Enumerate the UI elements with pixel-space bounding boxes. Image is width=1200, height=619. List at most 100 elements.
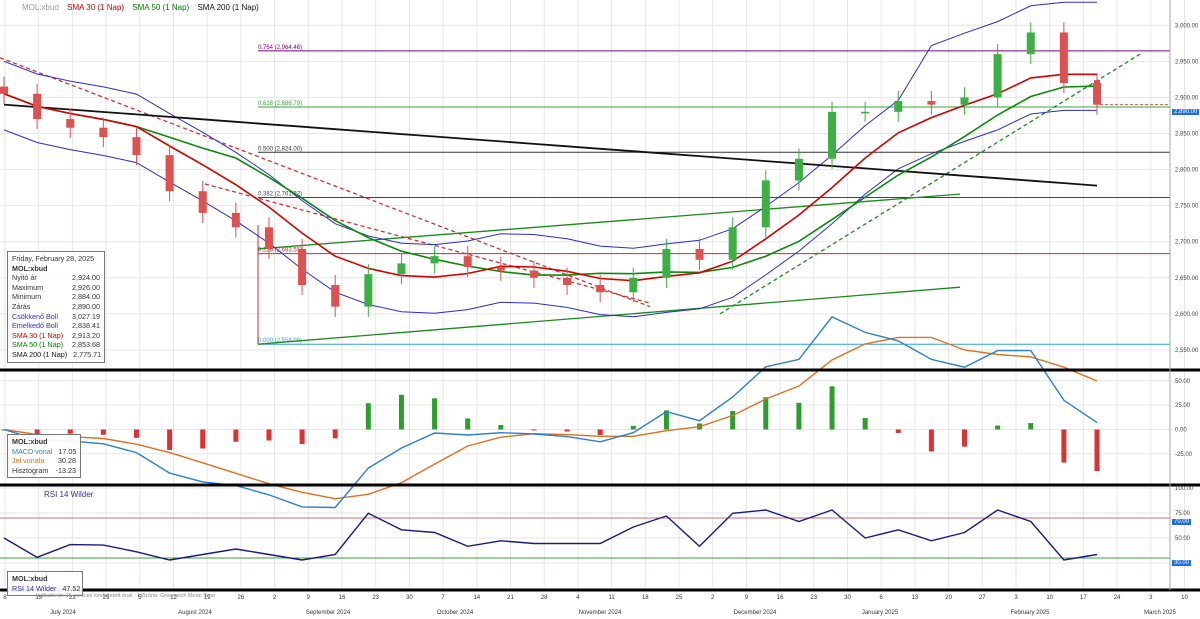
info-value: 2,926.00	[72, 282, 100, 292]
info-row: Maximum 2,926.00	[12, 283, 100, 293]
legend-sma200: SMA 200 (1 Nap)	[197, 3, 259, 12]
x-month-label: January 2025	[862, 610, 899, 616]
candle-body	[828, 111, 837, 159]
macd-histogram-bar	[796, 402, 802, 430]
legend-sma30: SMA 30 (1 Nap)	[67, 3, 125, 12]
macd-histogram-bar	[1094, 429, 1100, 472]
candle-body	[364, 274, 373, 307]
info-value: 2,775.71	[73, 349, 102, 359]
info-date: Friday, February 28, 2025	[12, 254, 95, 263]
macd-histogram-bar	[498, 424, 504, 430]
info-value: 2,913.20	[72, 330, 100, 340]
x-tick-label: 18	[642, 595, 649, 601]
y-tick-label: 2,650.00	[1175, 276, 1199, 282]
info-value: 3,027.19	[72, 311, 100, 321]
rsi-row: RSI 14 Wilder 47.52	[12, 583, 81, 594]
x-tick-label: 4	[576, 595, 580, 601]
info-label: Nyitó ár	[12, 273, 37, 283]
x-month-label: August 2024	[178, 610, 212, 616]
macd-histogram-bar	[133, 429, 139, 438]
info-row: Emelkedő Boll 2,838.41	[12, 321, 100, 331]
info-label: SMA 50 (1 Nap)	[12, 340, 64, 350]
macd-histogram-bar	[432, 398, 438, 430]
last-candle-body	[1094, 80, 1100, 105]
x-month-label: October 2024	[437, 610, 474, 616]
macd-histogram-bar	[167, 429, 173, 450]
x-month-label: September 2024	[306, 610, 351, 616]
rsi-value: 47.52	[62, 583, 81, 593]
y-tick-label: 50.00	[1175, 379, 1191, 385]
rsi-panel	[0, 509, 1170, 561]
macd-histogram-bar	[962, 429, 968, 447]
info-value: 2,853.68	[72, 340, 100, 350]
macd-histogram-bar	[465, 418, 471, 430]
macd-symbol: MOL:xbud	[12, 437, 48, 446]
macd-histogram-bar	[100, 429, 106, 435]
sma200-line	[3, 103, 1098, 187]
footer-note: Indikatív ár. 15 percces késleltetett ár…	[36, 593, 216, 599]
x-tick-label: 27	[979, 595, 986, 601]
x-tick-label: 28	[541, 595, 548, 601]
y-tick-label: 2,700.00	[1175, 240, 1199, 246]
info-value: 2,924.00	[72, 273, 100, 283]
macd-histogram-bar	[398, 394, 404, 430]
candle-body	[231, 212, 240, 228]
x-tick-label: 22	[69, 595, 76, 601]
x-tick-label: 17	[1080, 595, 1087, 601]
candle-body	[960, 97, 969, 105]
x-tick-label: 10	[1181, 595, 1188, 601]
candle-body	[331, 285, 340, 307]
macd-histogram-bar	[34, 429, 40, 435]
macd-row: Jel vonala 30.28	[12, 456, 76, 466]
macd-value: -13.23	[55, 465, 76, 475]
x-tick-label: 30	[844, 595, 851, 601]
candle-body	[165, 155, 174, 192]
y-tick-label: 2,800.00	[1175, 168, 1199, 174]
trend-line	[257, 286, 961, 345]
y-tick-label: 2,850.00	[1175, 131, 1199, 137]
x-tick-label: 9	[307, 595, 311, 601]
x-tick-label: 2	[711, 595, 715, 601]
candle-body	[496, 266, 505, 271]
info-label: Csökkenő Boll	[12, 311, 58, 321]
y-tick-label: 2,950.00	[1175, 59, 1199, 65]
candle-body	[1059, 32, 1068, 83]
x-tick-label: 21	[507, 595, 514, 601]
macd-histogram-bar	[200, 429, 206, 449]
macd-histogram-bar	[663, 410, 669, 430]
macd-histogram-bar	[332, 429, 338, 439]
info-value: 2,838.41	[72, 321, 100, 331]
y-tick-label: 2,600.00	[1175, 312, 1199, 318]
boll-upper	[3, 1, 1097, 249]
candle-body	[563, 277, 572, 286]
info-value: 2,884.00	[72, 292, 100, 302]
trend-line	[257, 193, 961, 250]
candle-body	[894, 101, 903, 112]
macd-row: Hisztogram -13.23	[12, 466, 76, 476]
info-label: SMA 30 (1 Nap)	[12, 330, 64, 340]
x-tick-label: 7	[441, 595, 445, 601]
x-tick-label: 14	[473, 595, 480, 601]
x-tick-label: 5	[138, 595, 142, 601]
info-symbol: MOL:xbud	[12, 263, 48, 273]
candle-body	[861, 111, 870, 114]
legend-symbol: MOL:xbud	[22, 3, 59, 12]
fib-label: 0.764 (2,964.46)	[258, 45, 302, 51]
macd-histogram-bar	[564, 429, 570, 432]
macd-histogram-bar	[829, 386, 835, 430]
macd-histogram-bar	[233, 429, 239, 442]
macd-label: MACD vonal	[12, 446, 53, 456]
x-month-label: December 2024	[734, 610, 777, 616]
macd-histogram-bar	[365, 403, 371, 430]
macd-histogram-bar	[67, 429, 73, 434]
macd-value: 17.05	[58, 446, 77, 456]
info-row: SMA 30 (1 Nap) 2,913.20	[12, 331, 100, 341]
rsi-lower-badge: 30.00	[1172, 560, 1192, 566]
macd-panel	[1, 316, 1100, 509]
info-row: Nyitó ár 2,924.00	[12, 273, 100, 283]
sma30-line	[3, 73, 1097, 282]
trend-line	[719, 53, 1141, 315]
moving-averages	[3, 73, 1098, 282]
x-tick-label: 16	[339, 595, 346, 601]
